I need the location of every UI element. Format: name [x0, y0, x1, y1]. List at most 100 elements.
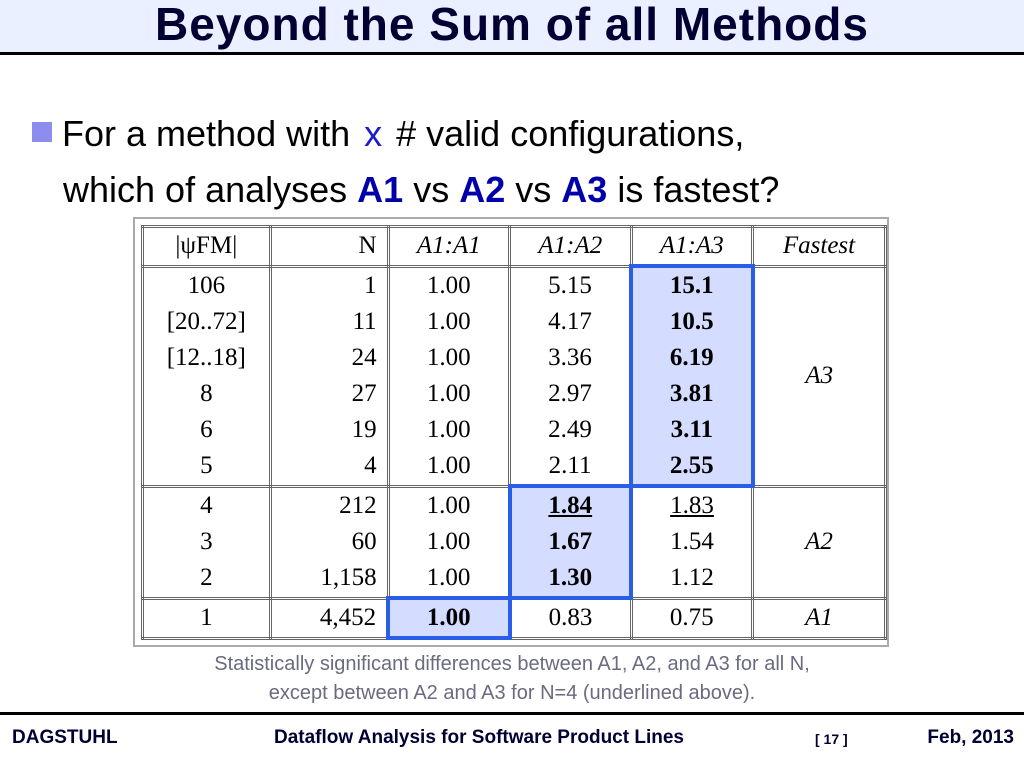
table-cell: 1.67: [507, 524, 634, 560]
table-row: [20..72] 11 1.00 4.17 10.5: [141, 304, 886, 340]
cell-text: 1.12: [670, 564, 714, 592]
table-cell: 1.00: [386, 304, 512, 340]
table-row: 2 1,158 1.00 1.30 1.12: [141, 560, 886, 600]
cell-text: 4: [364, 452, 377, 480]
table-cell: 15.1: [629, 264, 755, 304]
table-cell: 1.00: [386, 264, 512, 304]
cell-text: 27: [351, 380, 377, 407]
table-cell: 4.17: [508, 304, 633, 340]
cell-text: 3.36: [548, 344, 592, 371]
table-cell: 24: [268, 340, 390, 376]
cell-text: 4: [200, 491, 213, 519]
cell-text: 2: [200, 564, 213, 592]
cell-text: 8: [200, 380, 213, 407]
cell-text: 106: [187, 271, 226, 299]
table-row: [12..18] 24 1.00 3.36 6.19: [141, 340, 886, 376]
text: vs: [515, 169, 552, 210]
cell-text: 1.54: [670, 528, 714, 555]
table-cell: 1.30: [507, 560, 634, 600]
page-number: [ 17 ]: [815, 731, 848, 747]
cell-text: 1.30: [548, 564, 593, 591]
table-cell: 1: [141, 596, 272, 640]
cell-text: 2.11: [548, 452, 592, 479]
table-cell: [12..18]: [141, 340, 272, 376]
analysis: A3: [561, 169, 608, 210]
cell-text: 1: [364, 271, 377, 299]
table-cell: 1.00: [386, 340, 512, 376]
table-row: 5 4 1.00 2.11 2.55: [141, 448, 886, 488]
text: which of analyses: [63, 169, 348, 210]
table-row: 1 4,452 1.00 0.83 0.75 A1: [141, 596, 887, 640]
analysis: A1: [357, 169, 404, 210]
header-cell: A1:A1: [386, 225, 512, 268]
bullet-marker: [32, 122, 52, 142]
cell-text: 1.00: [426, 271, 471, 299]
cell-text: 11: [352, 308, 377, 335]
table-cell: 4: [141, 484, 272, 524]
table-cell: 11: [268, 304, 390, 340]
table-cell: 1.00: [386, 448, 512, 488]
table-cell: 10.5: [629, 304, 755, 340]
table-cell: 1.84: [507, 484, 634, 524]
cell-text: 15.1: [669, 272, 714, 299]
cell-text: 1,158: [320, 564, 377, 592]
line: which of analyses A1 vs A2 vs A3 is fast…: [32, 162, 779, 218]
cell-text: 1.83: [670, 492, 714, 519]
table-cell: 1.00: [386, 484, 512, 524]
cell-text: 1.00: [426, 564, 471, 591]
table-cell: 27: [268, 376, 390, 412]
footer-date: Feb, 2013: [927, 727, 1014, 748]
cell-text: 60: [351, 528, 377, 555]
table-cell: 1.00: [386, 560, 512, 600]
cell-text: 1.00: [426, 528, 471, 555]
cell-text: 1.67: [548, 528, 593, 555]
bullet: For a method with x # valid configurations…: [32, 106, 779, 218]
cell-text: 24: [351, 344, 377, 371]
results-table: |ψFM| N A1:A1 A1:A2 A1:A3 Fastest 106 1 1.00 5.15…: [141, 225, 887, 640]
table-cell: 1.12: [629, 560, 755, 600]
table-row: 3 60 1.00 1.67 1.54: [141, 524, 886, 560]
cell-text: 0.83: [548, 604, 593, 632]
table-cell: 60: [268, 524, 390, 560]
table-cell: 3.81: [629, 376, 755, 412]
slide-title: Beyond the Sum of all Methods: [0, 0, 1024, 55]
table-cell: 3: [141, 524, 272, 560]
text: vs: [413, 169, 450, 210]
cell-text: 2.55: [669, 452, 714, 479]
cell-text: 4,452: [319, 604, 377, 631]
cell-text: 3.81: [669, 380, 714, 407]
fastest-cell: A2: [751, 484, 887, 600]
table-cell: 2: [141, 560, 272, 600]
table-cell: 1: [268, 264, 390, 304]
cell-text: 1.00: [426, 344, 471, 371]
cell-text: 2.49: [548, 416, 592, 443]
cell-text: 4.17: [548, 308, 592, 335]
table-cell: 6: [141, 412, 272, 448]
table-cell: 8: [141, 376, 272, 412]
cell-text: 2.97: [548, 380, 592, 407]
table-cell: 1.00: [386, 524, 512, 560]
table-row: 8 27 1.00 2.97 3.81: [141, 376, 886, 412]
table-cell: 1.00: [386, 412, 512, 448]
table-cell: 1.83: [629, 484, 755, 524]
cell-text: 19: [351, 416, 377, 443]
cell-text: [12..18]: [166, 344, 246, 371]
table-cell: 0.75: [629, 596, 755, 640]
cell-text: 1.00: [426, 308, 471, 335]
table-cell: 0.83: [508, 596, 633, 640]
footer-title: Dataflow Analysis for Software Product L…: [274, 727, 684, 748]
cell-text: [20..72]: [166, 308, 246, 335]
table-cell: 5.15: [508, 264, 633, 304]
table-row: 4 212 1.00 1.84 1.83 A2: [141, 484, 887, 600]
cell-text: 0.75: [669, 604, 714, 631]
cell-text: 1.00: [426, 452, 471, 480]
table-cell: 19: [268, 412, 390, 448]
cell-text: 3: [200, 528, 213, 555]
table-cell: 2.49: [508, 412, 633, 448]
cell-text: 1.84: [548, 492, 593, 519]
cell-text: 5: [200, 452, 213, 480]
table-cell: 106: [141, 264, 272, 304]
header-cell: A1:A2: [508, 225, 633, 268]
cell-text: 1.00: [426, 416, 471, 443]
table-cell: 3.11: [629, 412, 755, 448]
